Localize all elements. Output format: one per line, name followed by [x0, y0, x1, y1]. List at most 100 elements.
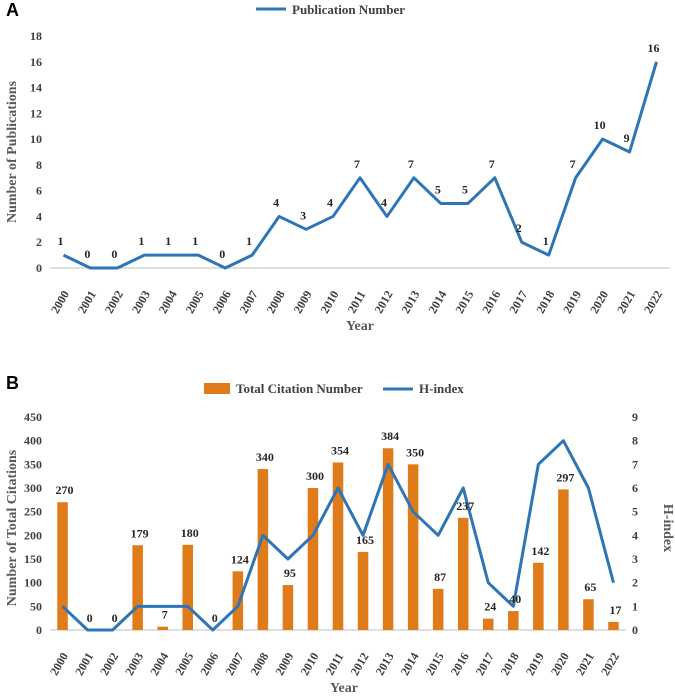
chart-b-x-tick: 2005	[172, 650, 196, 678]
chart-a-x-tick: 2011	[345, 288, 369, 315]
chart-b-data-label: 7	[162, 608, 168, 622]
chart-b-x-tick: 2000	[47, 650, 71, 678]
chart-b-data-label: 384	[381, 429, 399, 443]
chart-b-y-tick: 400	[24, 434, 42, 448]
chart-b-y2-tick: 8	[632, 434, 638, 448]
chart-b-y-tick: 0	[36, 623, 42, 637]
chart-b-data-label: 179	[131, 526, 149, 540]
chart-a-data-label: 1	[246, 234, 252, 248]
chart-a-y-tick: 0	[36, 261, 42, 275]
chart-b-x-tick: 2014	[398, 650, 422, 678]
chart-a-data-label: 7	[354, 157, 360, 171]
chart-a-data-label: 0	[84, 247, 90, 261]
chart-a-ylabel: Number of Publications	[5, 80, 20, 223]
chart-a-x-tick: 2016	[479, 288, 503, 316]
chart-b-legend-swatch-bars	[204, 383, 230, 394]
chart-a-y-tick: 12	[30, 106, 42, 120]
chart-a-data-label: 0	[111, 247, 117, 261]
chart-b-data-label: 180	[181, 526, 199, 540]
chart-b-data-label: 300	[306, 469, 324, 483]
chart-a-data-label: 3	[300, 208, 306, 222]
chart-b-y2-tick: 0	[632, 623, 638, 637]
chart-b-y2-tick: 6	[632, 481, 638, 495]
chart-b-x-tick: 2006	[197, 650, 221, 678]
chart-a-xlabel: Year	[346, 319, 374, 334]
chart-b-bar	[132, 545, 143, 630]
chart-b-data-label: 340	[256, 450, 274, 464]
chart-b-legend-label-hindex: H-index	[419, 381, 464, 396]
chart-b-bar	[583, 599, 594, 630]
chart-b-bar	[257, 469, 269, 630]
chart-a-data-label: 9	[624, 131, 630, 145]
chart-a-series-line	[62, 61, 658, 270]
chart-b-x-tick: 2015	[423, 650, 447, 678]
chart-a-x-tick: 2004	[156, 288, 180, 316]
chart-b-bar	[432, 588, 444, 630]
chart-b-bar	[357, 551, 369, 630]
chart-b-y-tick: 450	[24, 410, 42, 424]
chart-b-x-tick: 2013	[373, 650, 397, 678]
chart-a-x-tick: 2019	[560, 288, 584, 316]
chart-b-ylabel: Number of Total Citations	[5, 449, 20, 606]
chart-b-x-tick: 2007	[222, 650, 246, 678]
chart-b-bar	[483, 618, 494, 630]
chart-b-data-label: 142	[531, 544, 549, 558]
chart-b-x-tick: 2022	[598, 650, 622, 678]
chart-a-x-tick: 2007	[237, 288, 261, 316]
chart-a-x-tick: 2012	[371, 288, 395, 316]
chart-a-data-label: 1	[543, 234, 549, 248]
chart-a-data-label: 0	[219, 247, 225, 261]
chart-a-data-label: 4	[273, 195, 279, 209]
chart-a-x-tick: 2022	[641, 288, 665, 316]
chart-b-x-tick: 2010	[297, 650, 321, 678]
chart-a-data-label: 1	[192, 234, 198, 248]
chart-b-data-label: 0	[87, 611, 93, 625]
chart-a-data-label: 4	[381, 195, 387, 209]
chart-b-data-label: 87	[434, 570, 446, 584]
chart-b-data-label: 95	[284, 566, 296, 580]
chart-a-x-tick: 2020	[587, 288, 611, 316]
chart-b-data-label: 124	[231, 552, 249, 566]
chart-a-x-tick: 2005	[183, 288, 207, 316]
chart-a-y-tick: 14	[30, 81, 42, 95]
chart-b-y-tick: 50	[30, 599, 42, 613]
chart-a-x-tick: 2013	[398, 288, 422, 316]
panel-a-label: A	[6, 0, 19, 20]
chart-a-x-tick: 2014	[425, 288, 449, 316]
chart-a-data-label: 5	[462, 183, 468, 197]
chart-b-y-tick: 200	[24, 528, 42, 542]
chart-b-bar	[57, 502, 68, 630]
chart-b-data-label: 24	[484, 600, 496, 614]
chart-b-bar	[608, 621, 619, 630]
chart-a-data-label: 2	[516, 221, 522, 235]
chart-b-y2-tick: 1	[632, 599, 638, 613]
chart-a-y-tick: 6	[36, 184, 42, 198]
chart-b-y-tick: 150	[24, 552, 42, 566]
chart-b-x-tick: 2011	[323, 650, 347, 677]
chart-b-bar	[157, 626, 168, 630]
chart-b-data-label: 354	[331, 443, 349, 457]
chart-b-y-tick: 300	[24, 481, 42, 495]
chart-a-x-tick: 2002	[102, 288, 126, 316]
chart-b-xlabel: Year	[330, 681, 358, 696]
chart-a-y-tick: 10	[30, 132, 42, 146]
chart-a-y-tick: 16	[30, 55, 42, 69]
chart-a-y-tick: 2	[36, 235, 42, 249]
chart-b-data-label: 40	[509, 592, 521, 606]
chart-a-data-label: 7	[489, 157, 495, 171]
chart-b-bar	[232, 571, 244, 630]
chart-a-x-tick: 2003	[129, 288, 153, 316]
chart-b-y2-tick: 3	[632, 552, 638, 566]
chart-b-x-tick: 2017	[473, 650, 497, 678]
panel-b-label: B	[6, 373, 19, 393]
chart-b-y2-tick: 2	[632, 576, 638, 590]
chart-b-data-label: 0	[212, 611, 218, 625]
chart-b-y2-tick: 4	[632, 528, 638, 542]
chart-b-data-label: 17	[609, 603, 621, 617]
chart-b-x-tick: 2018	[498, 650, 522, 678]
chart-a-data-label: 4	[327, 195, 333, 209]
chart-a-x-tick: 2021	[614, 288, 638, 316]
chart-b-legend: Total Citation Number H-index	[204, 381, 464, 396]
chart-b-y-tick: 350	[24, 457, 42, 471]
